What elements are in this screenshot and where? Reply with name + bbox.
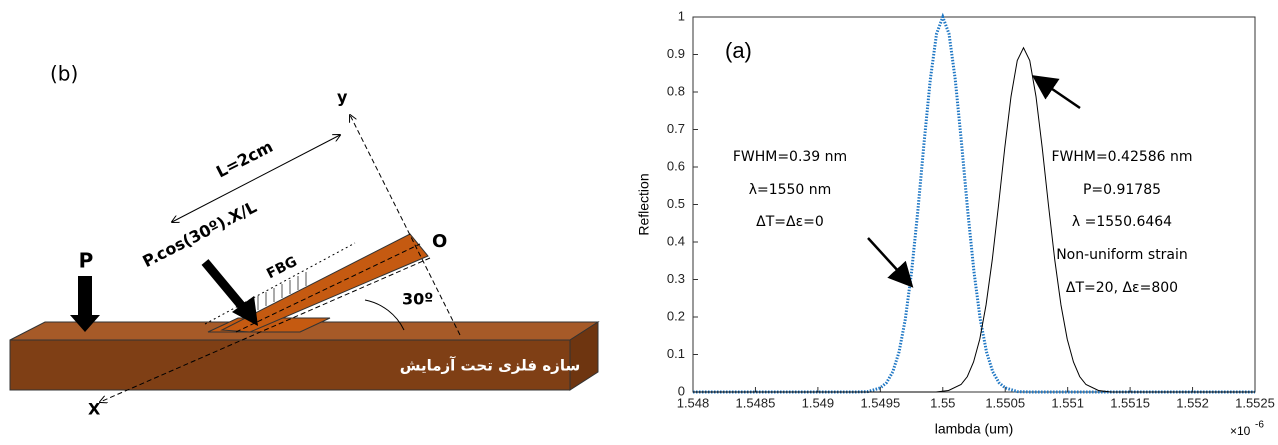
x-tick-label: 1.55 bbox=[930, 395, 955, 410]
x-axis-title: lambda (um) bbox=[935, 421, 1014, 437]
annotation: λ =1550.6464 bbox=[1072, 214, 1172, 230]
y-tick-label: 0 bbox=[678, 383, 685, 398]
y-tick-label: 0.6 bbox=[667, 158, 685, 173]
annotation: FWHM=0.39 nm bbox=[733, 149, 847, 165]
x-label: X bbox=[88, 400, 101, 419]
annotation: λ=1550 nm bbox=[749, 182, 832, 198]
annotation: Non-uniform strain bbox=[1056, 247, 1188, 263]
annotation: FWHM=0.42586 nm bbox=[1051, 149, 1192, 165]
force-arrow bbox=[201, 259, 249, 313]
plot-frame bbox=[692, 16, 1256, 393]
x-exponent: -6 bbox=[1255, 420, 1264, 431]
y-axis-line bbox=[350, 115, 461, 336]
origin-label: O bbox=[432, 231, 447, 252]
y-tick-label: 0.8 bbox=[667, 83, 685, 98]
bar-axis bbox=[235, 243, 421, 333]
inclined-bar bbox=[220, 233, 429, 333]
beam-front bbox=[9, 339, 571, 391]
x-tick-label: 1.5515 bbox=[1110, 395, 1150, 410]
y-tick-label: 0.2 bbox=[667, 308, 685, 323]
y-tick-label: 0.7 bbox=[667, 121, 685, 136]
x-tick-label: 1.5525 bbox=[1235, 395, 1275, 410]
x-tick-label: 1.5495 bbox=[860, 395, 900, 410]
series-line bbox=[693, 12, 1255, 394]
x-axis-line bbox=[100, 257, 431, 402]
x-tick-label: 1.5505 bbox=[985, 395, 1025, 410]
annotation-arrow bbox=[867, 237, 914, 288]
panel-label: (b) bbox=[50, 62, 78, 86]
series-line bbox=[693, 46, 1255, 393]
x-tick-label: 1.5485 bbox=[736, 395, 776, 410]
angle-arc bbox=[364, 299, 405, 331]
annotation-arrow bbox=[1031, 75, 1081, 110]
y-tick-label: 0.5 bbox=[667, 196, 685, 211]
x-tick-label: 1.548 bbox=[677, 395, 710, 410]
y-tick-label: 0.1 bbox=[667, 346, 685, 361]
fbg-grating bbox=[249, 272, 307, 314]
force-arrow-head bbox=[232, 296, 258, 326]
length-label: L=2cm bbox=[213, 137, 276, 182]
length-arrow bbox=[172, 135, 340, 222]
y-tick-label: 0.3 bbox=[667, 271, 685, 286]
annotation: ΔT=20, Δε=800 bbox=[1066, 280, 1178, 296]
y-tick-label: 0.9 bbox=[667, 46, 685, 61]
load-label: P bbox=[79, 249, 94, 273]
x-tick-label: 1.551 bbox=[1051, 395, 1084, 410]
fbg-label: FBG bbox=[264, 254, 300, 283]
fbg-line bbox=[204, 242, 356, 325]
diagram: (b) y X L=2cm P.cos(30º).X/L FBG P O 30º… bbox=[9, 62, 600, 419]
y-axis-title: Reflection bbox=[636, 173, 652, 235]
annotation: ΔT=Δε=0 bbox=[756, 214, 824, 230]
y-label: y bbox=[337, 88, 348, 107]
structure-label: سازه فلزی تحت آزمایش bbox=[400, 357, 580, 375]
annotation: P=0.91785 bbox=[1083, 182, 1161, 198]
chart: 0 0.1 0.2 0.3 0.4 0.5 0.6 0.7 0.8 0.9 1 1.548 1.5485… bbox=[636, 8, 1275, 438]
angle-label: 30º bbox=[402, 290, 433, 309]
x-tick-label: 1.552 bbox=[1176, 395, 1209, 410]
panel-label: (a) bbox=[725, 38, 752, 63]
y-tick-label: 0.4 bbox=[667, 233, 685, 248]
x-multiplier: ×10 bbox=[1230, 424, 1251, 438]
y-tick-label: 1 bbox=[678, 8, 685, 23]
x-tick-label: 1.549 bbox=[802, 395, 835, 410]
load-arrow bbox=[70, 276, 100, 332]
